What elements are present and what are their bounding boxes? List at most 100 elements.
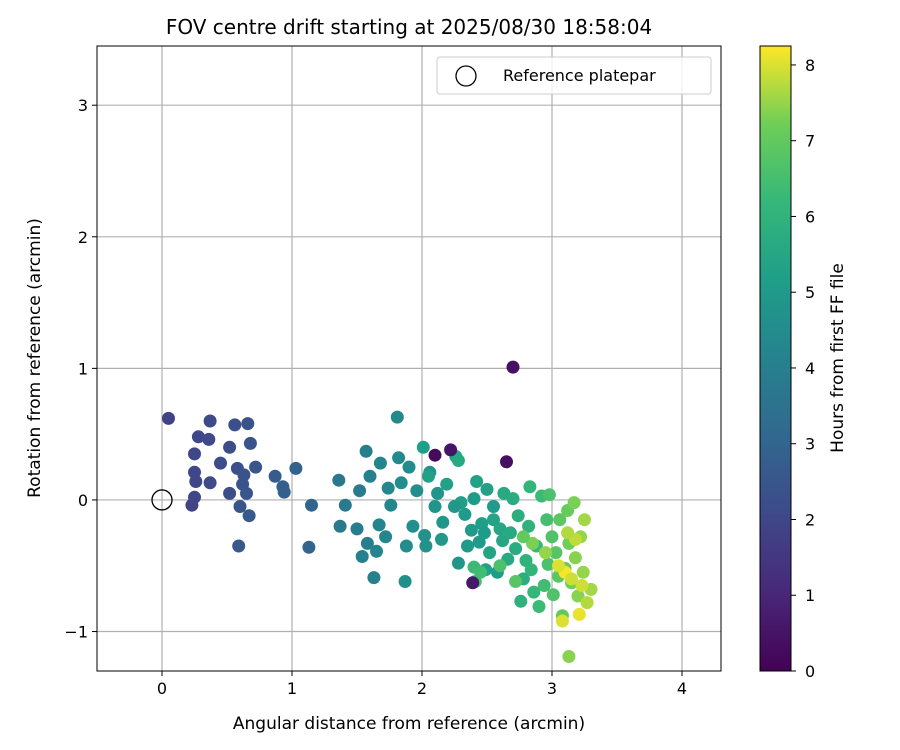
scatter-point [571, 589, 585, 603]
scatter-point [373, 456, 387, 470]
scatter-point [203, 414, 217, 428]
scatter-point [545, 530, 559, 544]
scatter-point [363, 469, 377, 483]
scatter-point [402, 460, 416, 474]
chart-title: FOV centre drift starting at 2025/08/30 … [166, 15, 652, 39]
scatter-point [511, 509, 525, 523]
scatter-point [384, 498, 398, 512]
scatter-point [359, 444, 373, 458]
scatter-point [516, 530, 530, 544]
x-tick-label: 2 [417, 679, 427, 698]
scatter-point [487, 500, 500, 513]
colorbar-gradient [759, 45, 792, 672]
scatter-point [370, 544, 383, 558]
colorbar-tick-label: 6 [805, 207, 815, 226]
scatter-point [203, 476, 217, 490]
scatter-point [458, 507, 472, 521]
scatter-point [202, 432, 216, 446]
scatter-point [399, 539, 413, 553]
y-tick-label: 3 [78, 96, 88, 115]
scatter-point [232, 539, 246, 553]
scatter-point [514, 594, 528, 608]
scatter-point [381, 481, 395, 495]
colorbar-tick-label: 1 [805, 586, 815, 605]
colorbar-ticks: 0 1 2 3 4 5 6 7 8 [791, 56, 815, 681]
colorbar: 0 1 2 3 4 5 6 7 8 Hours from first FF file [759, 45, 848, 681]
scatter-point [189, 475, 203, 488]
scatter-point [562, 650, 576, 663]
scatter-point [355, 550, 369, 563]
colorbar-tick-label: 2 [805, 510, 815, 529]
scatter-point [431, 486, 445, 500]
scatter-point [572, 607, 586, 621]
y-tick-label: 1 [78, 359, 88, 378]
scatter-point [503, 526, 517, 540]
scatter-point [477, 526, 491, 540]
scatter-point [523, 480, 537, 494]
scatter-point [188, 447, 201, 461]
scatter-point [575, 579, 589, 592]
legend: Reference platepar [436, 56, 712, 95]
scatter-point [466, 576, 480, 590]
scatter-point [541, 557, 555, 571]
scatter-point [444, 443, 458, 457]
scatter-point [483, 546, 497, 560]
scatter-point [546, 588, 560, 602]
colorbar-tick-label: 7 [805, 132, 815, 151]
scatter-point [392, 451, 406, 465]
scatter-point [493, 522, 507, 536]
scatter-point [422, 469, 435, 483]
scatter-point [418, 529, 432, 542]
scatter-point [537, 579, 551, 592]
scatter-point [506, 360, 520, 374]
scatter-point [435, 532, 448, 546]
scatter-point [302, 540, 316, 554]
scatter-point [527, 585, 541, 599]
scatter-point [532, 600, 546, 613]
scatter-point [353, 484, 367, 498]
scatter-point [467, 492, 481, 506]
x-tick-label: 4 [677, 679, 687, 698]
colorbar-tick-label: 4 [805, 359, 815, 378]
scatter-point [553, 513, 567, 527]
legend-box [436, 56, 712, 95]
scatter-point [474, 565, 487, 579]
y-tick-label: 2 [78, 228, 88, 247]
scatter-point [470, 475, 484, 488]
reference-platepar-marker [151, 489, 173, 511]
scatter-point [360, 536, 374, 550]
colorbar-tick-label: 8 [805, 56, 815, 75]
scatter-point [436, 515, 450, 529]
scatter-point [277, 485, 291, 499]
scatter-point [555, 614, 569, 628]
scatter-point [565, 572, 578, 586]
scatter-point [332, 473, 346, 487]
scatter-point [406, 519, 420, 533]
x-tick-label: 0 [157, 679, 167, 698]
y-axis-label: Rotation from reference (arcmin) [25, 218, 45, 498]
scatter-point [448, 500, 461, 513]
scatter-point [576, 565, 590, 579]
scatter-point [162, 411, 175, 425]
scatter-point [289, 461, 303, 475]
scatter-point [542, 488, 556, 502]
colorbar-tick-label: 0 [805, 662, 815, 681]
scatter-point [568, 551, 582, 565]
scatter-point [540, 513, 554, 527]
scatter-point [410, 484, 424, 498]
scatter-point [350, 522, 364, 536]
scatter-point [451, 454, 465, 467]
x-tick-label: 3 [547, 679, 557, 698]
scatter-point [428, 448, 442, 462]
x-tick-label: 1 [287, 679, 297, 698]
scatter-point [524, 563, 538, 577]
legend-entry-reference: Reference platepar [503, 66, 656, 85]
scatter-point [223, 486, 237, 500]
grid [97, 46, 721, 671]
scatter-point [338, 498, 352, 512]
scatter-point [509, 575, 523, 588]
scatter-point [188, 490, 201, 504]
scatter-point [522, 519, 536, 533]
scatter-point [461, 539, 474, 553]
